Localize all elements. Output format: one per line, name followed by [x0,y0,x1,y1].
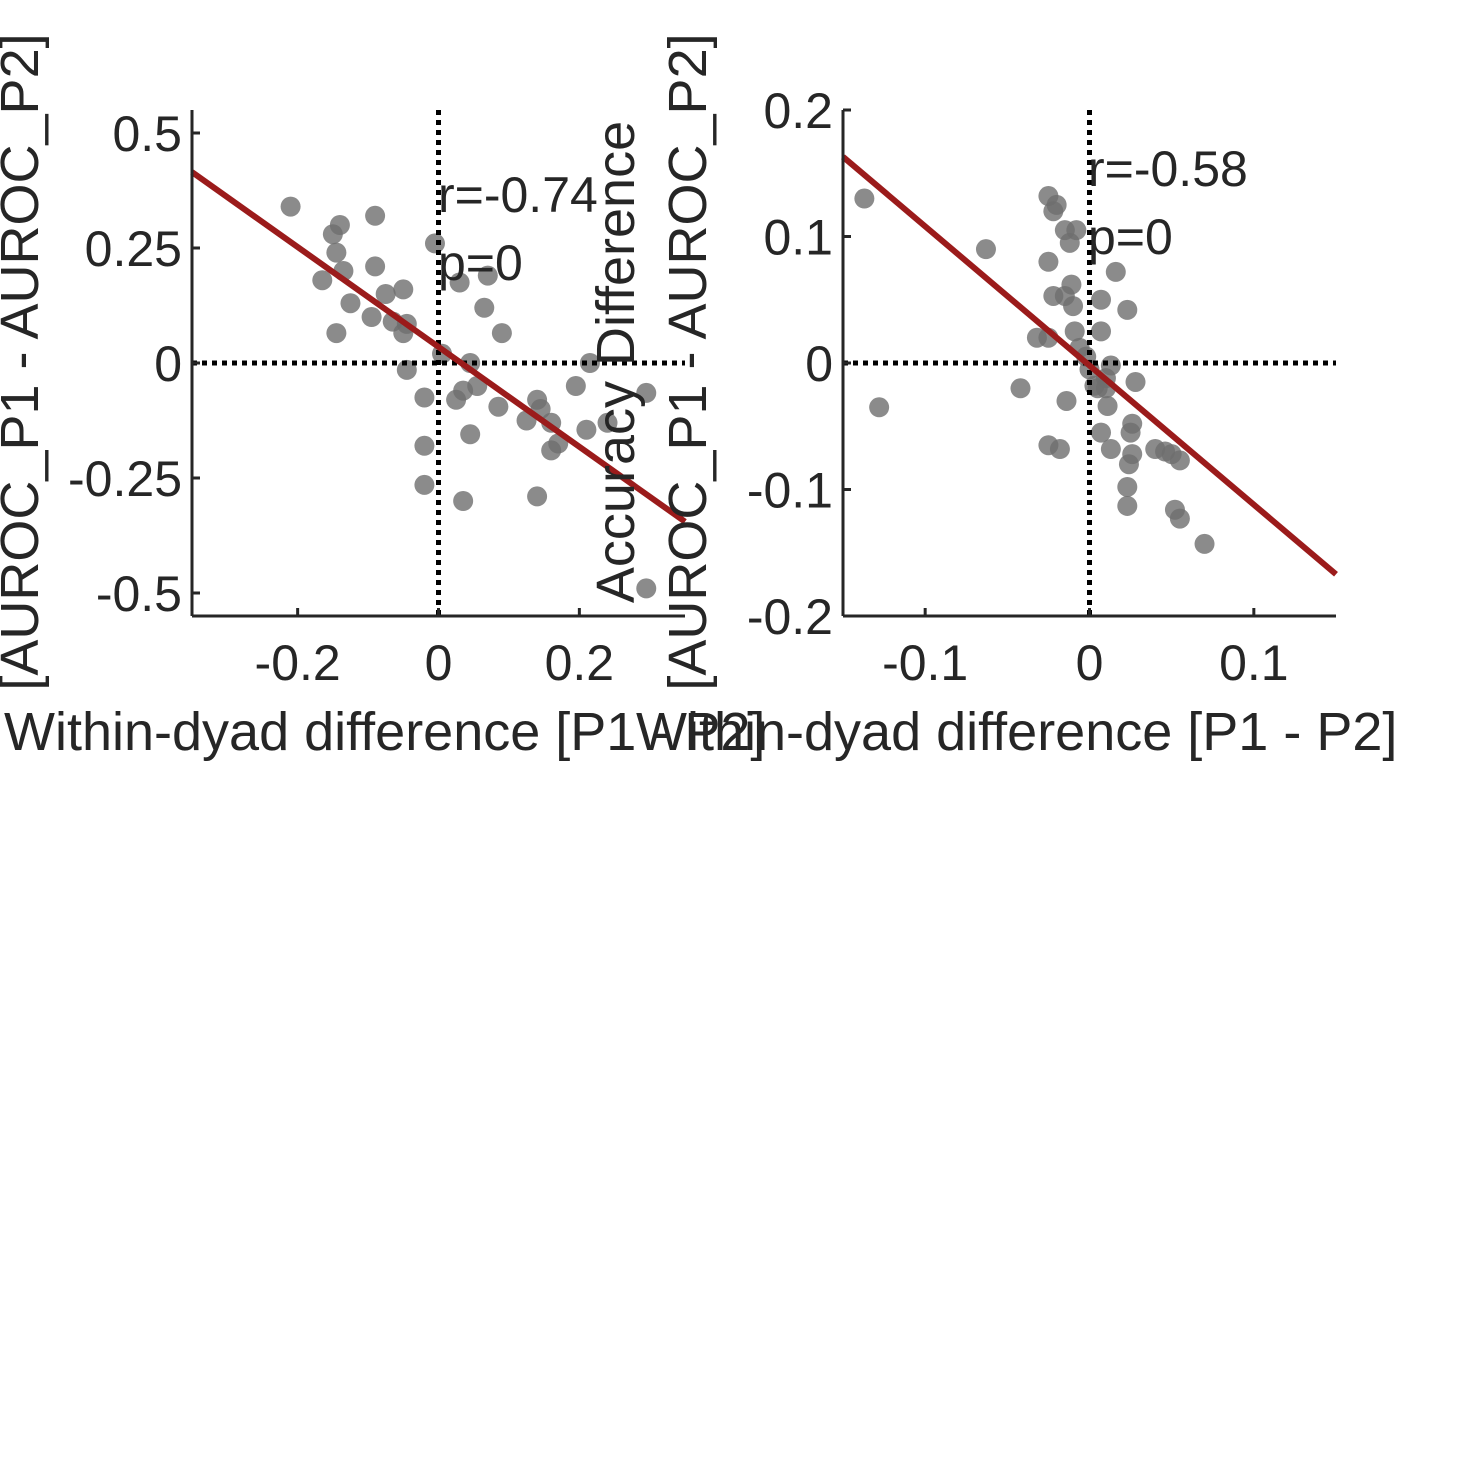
data-point [280,196,301,217]
x-tick-label: -0.1 [882,635,968,691]
data-point [1169,508,1190,529]
data-point [1117,476,1138,497]
y-tick-label: 0.25 [85,221,182,277]
x-tick-label: 0.2 [545,635,615,691]
data-point [579,353,600,373]
data-point [1049,439,1070,460]
scatter-points-1 [280,196,657,599]
data-point [975,239,996,260]
data-point [453,491,474,511]
data-point [1091,321,1112,342]
data-point [576,419,597,440]
data-point [1046,194,1067,215]
data-point [1169,450,1190,471]
data-point [1117,495,1138,516]
p-value-label-1: p=0 [438,235,523,291]
data-point [326,323,347,344]
data-point [477,265,498,286]
y-axis-label-1: [AUROC_P1 - AUROC_P2] [0,33,50,690]
data-point [869,397,890,418]
data-point [329,215,350,235]
data-point [1105,261,1126,282]
data-point [491,323,512,344]
data-point [1125,371,1146,392]
data-point [527,486,548,507]
data-point [414,435,435,456]
data-point [1066,220,1087,241]
p-value-label-2: p=0 [1088,209,1173,265]
data-point [393,279,414,300]
y-tick-label: -0.5 [96,566,182,622]
data-point [361,307,382,327]
y-tick-label: 0.5 [112,106,182,162]
x-tick-label: -0.2 [255,635,341,691]
scatter-points-2 [854,186,1215,554]
data-point [1117,299,1138,320]
data-point [1097,396,1118,417]
data-point [1194,533,1215,554]
data-point [1063,296,1084,317]
correlation-label-2: r=-0.58 [1088,141,1248,197]
data-point [1091,422,1112,443]
data-point [312,270,333,291]
data-point [636,382,657,403]
axes-1: -0.2 0 0.2 -0.5 -0.25 0 0.25 0.5 [68,106,685,691]
data-point [474,297,495,318]
data-point [1010,378,1031,399]
x-tick-label: 0 [425,635,453,691]
regression-line-2 [841,154,1338,577]
data-point [1120,422,1141,443]
data-point [854,188,875,209]
data-point [1056,390,1077,411]
data-point [1100,439,1121,460]
data-point [414,387,435,408]
data-point [396,359,417,380]
data-point [565,376,586,396]
data-point [1061,274,1082,295]
correlation-label-1: r=-0.74 [438,167,598,223]
y-tick-label: 0 [805,336,833,392]
data-point [597,412,618,433]
data-point [460,424,481,445]
data-point [636,578,657,599]
data-point [1064,321,1085,342]
chart-panel-2: -0.1 0 0.1 -0.2 -0.1 0 0.1 0.2 r=-0.58 p=0 With… [586,33,1397,762]
data-point [326,242,347,263]
data-point [1038,251,1059,272]
data-point [365,205,386,226]
x-axis-label-1: Within-dyad difference [P1 - P2] [4,702,765,762]
regression-line-1 [190,169,687,525]
chart-panel-1: -0.2 0 0.2 -0.5 -0.25 0 0.25 0.5 r=-0.74 p=0 Wi… [0,33,765,762]
data-point [1091,289,1112,310]
data-point [449,272,470,293]
y-axis-label-2: [AUROC_P1 - AUROC_P2] [658,33,718,690]
x-tick-label: 0.1 [1219,635,1289,691]
y-axis-prefix-label-2: Accuracy Difference [586,121,646,603]
x-axis-label-2: Within-dyad difference [P1 - P2] [636,702,1397,762]
axes-2: -0.1 0 0.1 -0.2 -0.1 0 0.1 0.2 [747,83,1336,691]
x-tick-label: 0 [1076,635,1104,691]
y-tick-label: -0.2 [747,589,833,645]
data-point [365,256,386,277]
data-point [414,474,435,495]
data-point [541,440,562,461]
y-tick-label: 0.2 [763,83,833,139]
y-tick-label: 0 [154,336,182,392]
y-tick-label: -0.25 [68,451,182,507]
data-point [424,233,445,254]
y-tick-label: -0.1 [747,463,833,519]
data-point [488,396,509,417]
y-tick-label: 0.1 [763,210,833,266]
data-point [1118,454,1139,475]
data-point [340,293,361,314]
data-point [375,284,396,304]
